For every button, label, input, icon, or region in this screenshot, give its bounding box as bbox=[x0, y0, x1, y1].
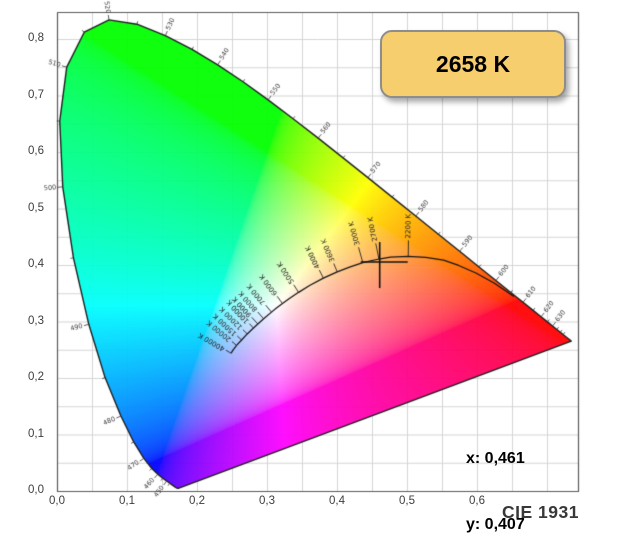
y-tick-label: 0,8 bbox=[28, 32, 44, 44]
x-tick-label: 0,5 bbox=[399, 495, 415, 507]
x-tick-label: 0,2 bbox=[189, 495, 205, 507]
y-tick-label: 0,0 bbox=[28, 484, 44, 496]
cct-badge: 2658 K bbox=[380, 30, 566, 98]
readout-x-value: x: 0,461 bbox=[466, 450, 525, 467]
cct-badge-label: 2658 K bbox=[435, 50, 511, 77]
y-tick-label: 0,5 bbox=[28, 201, 44, 214]
diagram-title: CIE 1931 bbox=[502, 502, 579, 522]
y-tick-label: 0,2 bbox=[28, 371, 44, 383]
x-tick-label: 0,1 bbox=[119, 495, 135, 507]
x-tick-label: 0,6 bbox=[469, 495, 485, 507]
readout-y-value: y: 0,407 bbox=[466, 516, 525, 533]
y-tick-label: 0,7 bbox=[28, 88, 44, 101]
y-tick-label: 0,4 bbox=[28, 258, 44, 270]
y-tick-label: 0,3 bbox=[28, 314, 44, 327]
x-tick-label: 0,3 bbox=[259, 495, 275, 507]
y-tick-label: 0,1 bbox=[28, 427, 44, 440]
x-tick-label: 0,0 bbox=[49, 495, 65, 507]
x-tick-label: 0,4 bbox=[329, 495, 345, 507]
y-tick-label: 0,6 bbox=[28, 145, 44, 157]
xy-readout: x: 0,461 y: 0,407 bbox=[466, 404, 525, 550]
